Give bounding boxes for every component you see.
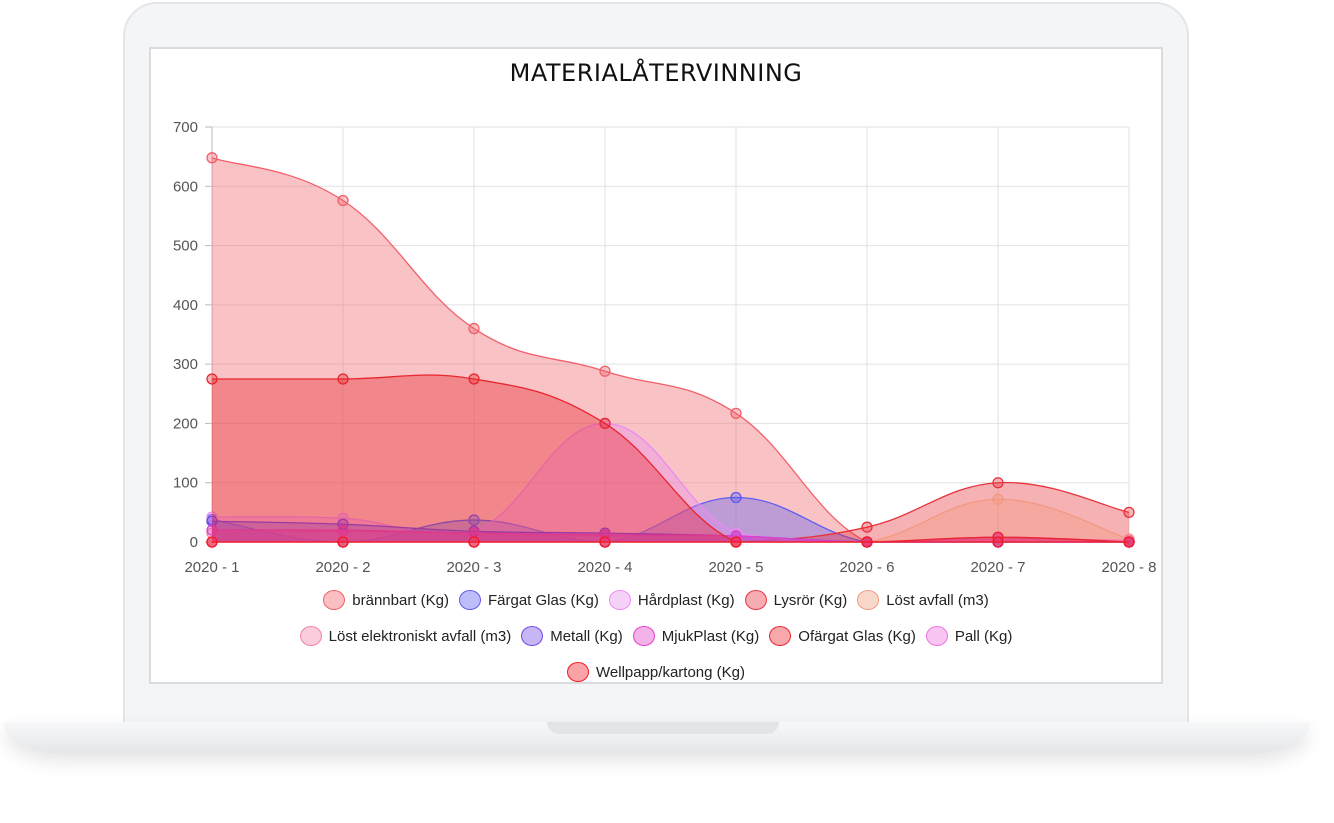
legend-label: Ofärgat Glas (Kg): [798, 627, 916, 645]
data-point: [730, 530, 742, 542]
data-point: [337, 518, 349, 530]
legend-item[interactable]: Lysrör (Kg): [744, 589, 848, 611]
y-tick-label: 400: [173, 297, 198, 314]
legend-label: brännbart (Kg): [352, 591, 449, 609]
x-tick-label: 2020 - 7: [970, 559, 1025, 576]
data-point: [992, 477, 1004, 489]
data-point: [206, 511, 218, 523]
laptop-notch: [547, 722, 779, 734]
data-point: [730, 407, 742, 420]
data-point: [1123, 506, 1135, 519]
data-point: [468, 536, 480, 548]
series-area: [212, 497, 1129, 542]
series-line: [211, 530, 1130, 543]
legend-swatch: [323, 590, 346, 610]
data-point: [337, 512, 349, 524]
data-point: [206, 524, 218, 536]
x-tick-label: 2020 - 1: [184, 559, 239, 576]
chart-screen: MATERIALÅTERVINNING 0 100 200 300 400 500 600 7…: [149, 47, 1163, 684]
legend-label: Färgat Glas (Kg): [487, 591, 599, 609]
data-point: [337, 373, 349, 385]
legend-label: Pall (Kg): [954, 627, 1013, 645]
legend-swatch: [458, 590, 481, 610]
legend-swatch: [632, 626, 655, 646]
legend-label: Hårdplast (Kg): [637, 591, 735, 609]
area-chart: 0 100 200 300 400 500 600 700 2020 - 1 2020 - 2 20…: [173, 119, 1157, 576]
data-point: [206, 152, 218, 164]
data-point: [337, 536, 349, 548]
legend-swatch: [608, 590, 631, 610]
y-tick-label: 0: [190, 534, 198, 551]
data-point: [468, 514, 480, 526]
x-tick-label: 2020 - 4: [577, 559, 632, 576]
legend-swatch: [521, 626, 544, 646]
legend-swatch: [769, 626, 792, 646]
y-tick-label: 600: [173, 178, 198, 195]
chart-legend: brännbart (Kg) Färgat Glas (Kg) Hårdplast …: [211, 589, 1101, 682]
data-point: [599, 365, 611, 377]
y-tick-label: 200: [173, 415, 198, 432]
data-point: [206, 373, 218, 385]
data-point: [1123, 536, 1135, 548]
data-point: [599, 417, 611, 430]
legend-item[interactable]: Ofärgat Glas (Kg): [769, 625, 916, 647]
legend-label: Lysrör (Kg): [773, 591, 848, 609]
series-area: [212, 423, 1129, 542]
data-point: [468, 322, 480, 335]
data-point: [730, 491, 742, 504]
legend-swatch: [857, 590, 880, 610]
data-point: [206, 536, 218, 548]
legend-item[interactable]: Hårdplast (Kg): [608, 589, 735, 611]
x-tick-label: 2020 - 3: [446, 559, 501, 576]
legend-label: Löst avfall (m3): [886, 591, 989, 609]
series-area: [212, 157, 1129, 542]
legend-label: MjukPlast (Kg): [661, 627, 760, 645]
laptop-base: [4, 722, 1310, 754]
y-tick-label: 100: [173, 475, 198, 492]
data-point: [599, 536, 611, 548]
legend-item[interactable]: Löst elektroniskt avfall (m3): [299, 625, 512, 647]
y-tick-label: 500: [173, 238, 198, 255]
data-point: [861, 521, 873, 533]
data-point: [206, 515, 218, 527]
legend-label: Wellpapp/kartong (Kg): [596, 663, 745, 681]
legend-item[interactable]: Färgat Glas (Kg): [458, 589, 599, 611]
y-tick-label: 300: [173, 356, 198, 373]
legend-swatch: [299, 626, 322, 646]
series-line: [211, 374, 1130, 543]
y-tick-label: 700: [173, 119, 198, 136]
legend-item[interactable]: MjukPlast (Kg): [632, 625, 760, 647]
legend-label: Metall (Kg): [550, 627, 623, 645]
x-tick-label: 2020 - 6: [839, 559, 894, 576]
data-point: [992, 493, 1004, 505]
data-point: [468, 527, 480, 539]
legend-swatch: [925, 626, 948, 646]
legend-item[interactable]: Pall (Kg): [925, 625, 1013, 647]
chart-title: MATERIALÅTERVINNING: [509, 59, 803, 87]
legend-item[interactable]: Wellpapp/kartong (Kg): [567, 661, 745, 682]
x-tick-label: 2020 - 8: [1101, 559, 1156, 576]
legend-label: Löst elektroniskt avfall (m3): [328, 627, 512, 645]
data-point: [337, 524, 349, 536]
data-point: [730, 536, 742, 548]
series-area: [212, 375, 1129, 542]
series-area: [212, 482, 1129, 542]
legend-item[interactable]: brännbart (Kg): [323, 589, 449, 611]
data-point: [468, 373, 480, 385]
series-area: [212, 521, 1129, 542]
legend-item[interactable]: Metall (Kg): [521, 625, 623, 647]
x-tick-label: 2020 - 2: [315, 559, 370, 576]
legend-swatch: [744, 590, 767, 610]
data-point: [992, 536, 1004, 548]
legend-swatch: [567, 662, 590, 682]
data-point: [861, 536, 873, 548]
data-point: [337, 194, 349, 207]
x-tick-label: 2020 - 5: [708, 559, 763, 576]
legend-item[interactable]: Löst avfall (m3): [857, 589, 989, 611]
